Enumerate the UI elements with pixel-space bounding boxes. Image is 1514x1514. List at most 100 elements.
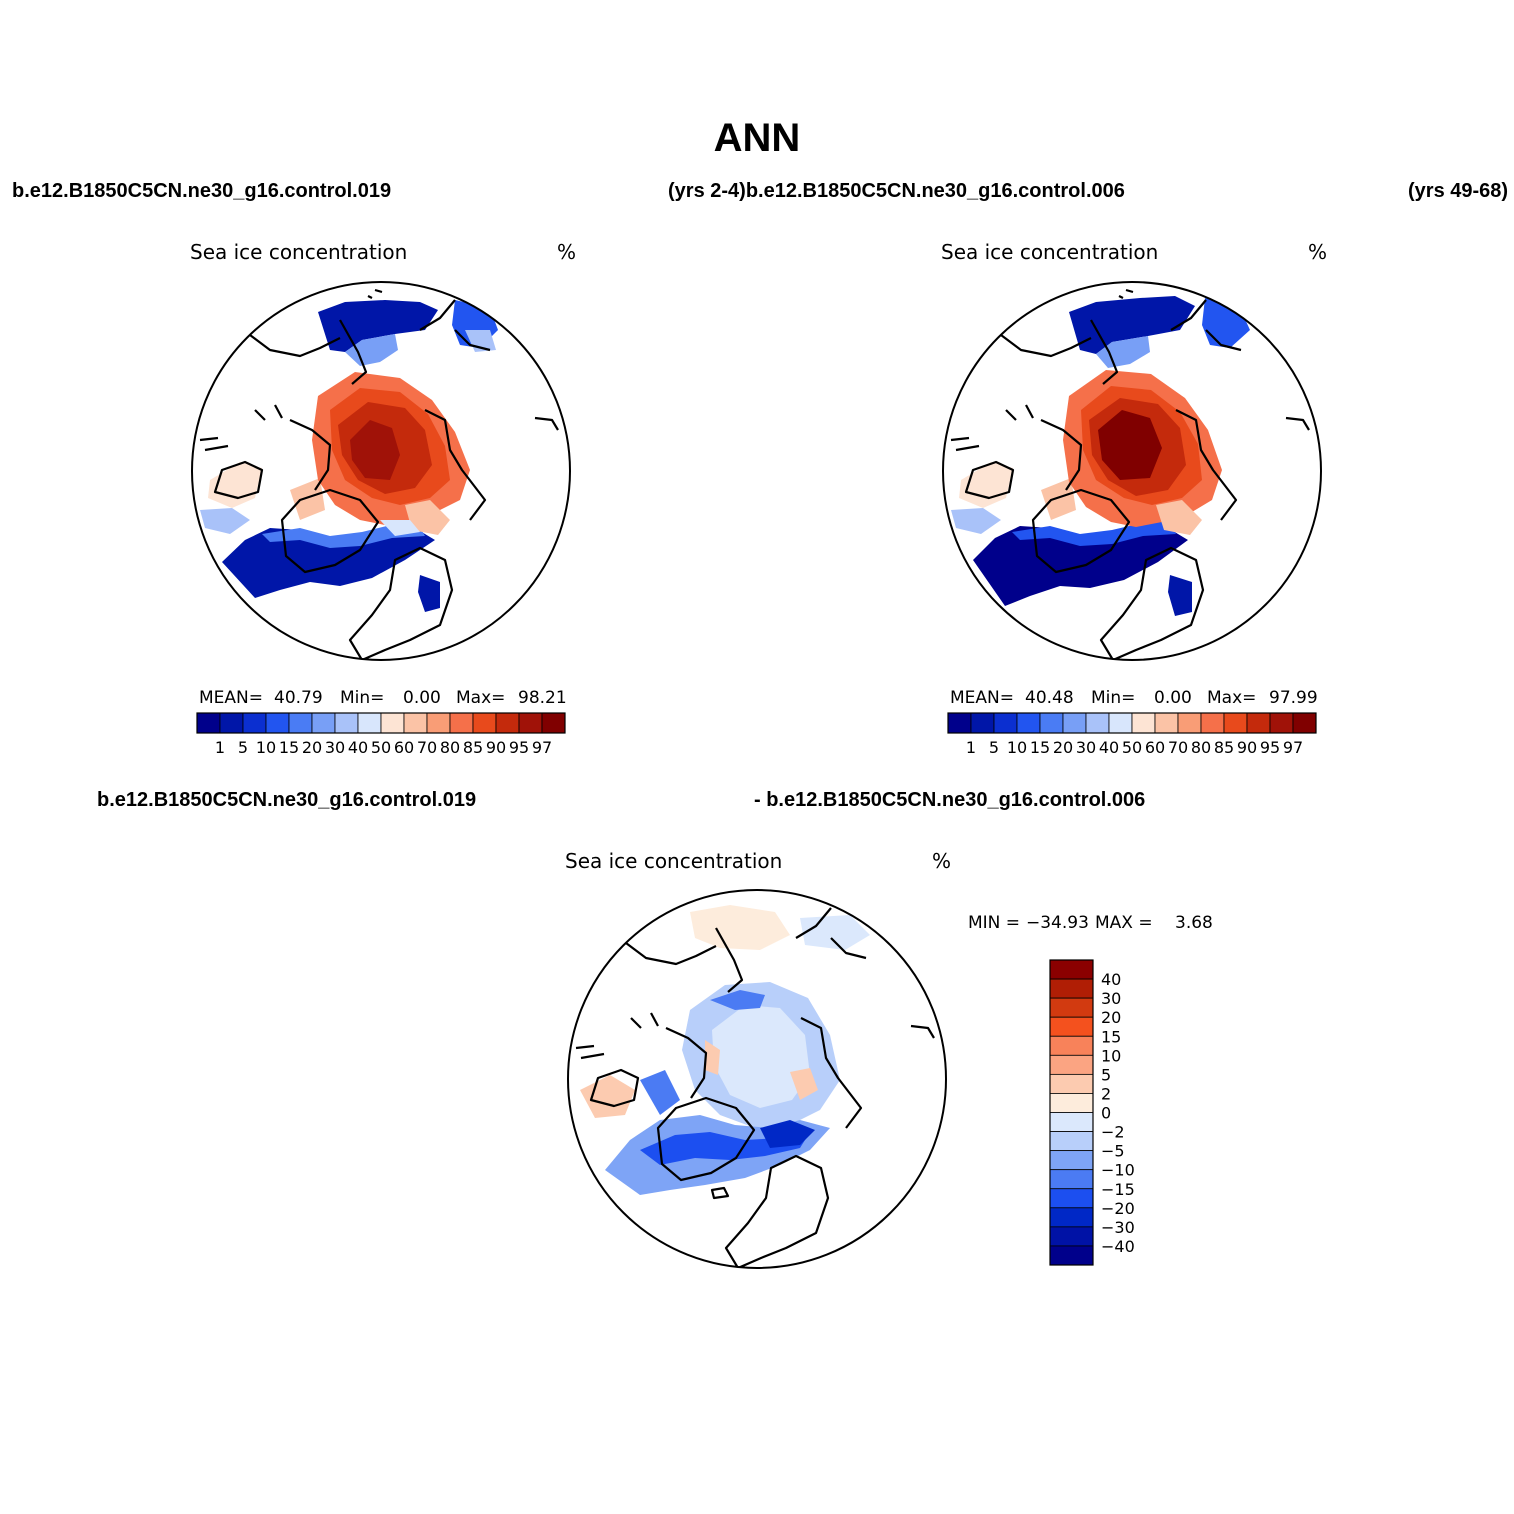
diff-colorbar-label: 40 [1101, 970, 1121, 989]
diff-colorbar-swatch [1049, 1169, 1094, 1190]
case2-colorbar-swatch [1292, 712, 1317, 734]
case1-units-label: % [557, 240, 576, 264]
case2-colorbar-swatch [1108, 712, 1133, 734]
case1-colorbar-swatch [242, 712, 267, 734]
case1-colorbar-label: 1 [215, 738, 225, 757]
diff-units-label: % [932, 849, 951, 873]
case1-colorbar-swatch [495, 712, 520, 734]
case1-colorbar-swatch [357, 712, 382, 734]
case1-colorbar: 1 5 10 15 20 30 40 50 60 70 80 85 90 95 97 [196, 712, 566, 757]
case2-variable-label: Sea ice concentration [941, 240, 1158, 264]
case1-polar-map [192, 282, 570, 660]
case2-colorbar-swatch [1131, 712, 1156, 734]
case2-min-label: Min= [1091, 688, 1135, 708]
case2-colorbar-swatch [1200, 712, 1225, 734]
case1-colorbar-swatch [311, 712, 336, 734]
case2-colorbar-label: 5 [989, 738, 999, 757]
case1-name: b.e12.B1850C5CN.ne30_g16.control.019 [12, 180, 391, 202]
case2-colorbar-label: 85 [1214, 738, 1234, 757]
diff-map-boundary [567, 889, 947, 1269]
case1-colorbar-swatch [334, 712, 359, 734]
case2-colorbar-label: 30 [1076, 738, 1096, 757]
case2-colorbar-label: 20 [1053, 738, 1073, 757]
case2-colorbar-label: 60 [1145, 738, 1165, 757]
case1-colorbar-swatch [449, 712, 474, 734]
diff-map-panel: Sea ice concentration % [565, 849, 1213, 1269]
case2-colorbar-swatch [1062, 712, 1087, 734]
diff-colorbar-swatch [1049, 959, 1094, 980]
diff-colorbar-label: −15 [1101, 1180, 1135, 1199]
diff-colorbar-swatch [1049, 997, 1094, 1018]
case2-colorbar-label: 90 [1237, 738, 1257, 757]
case2-polar-map [943, 282, 1321, 660]
case2-colorbar-swatch [1039, 712, 1064, 734]
case2-mean-label: MEAN= [950, 688, 1014, 708]
case2-min-value: 0.00 [1154, 688, 1192, 708]
case1-colorbar-frame [196, 712, 566, 734]
case1-colorbar-swatch [380, 712, 405, 734]
diff-colorbar-label: 5 [1101, 1065, 1111, 1084]
case2-mean-value: 40.48 [1025, 688, 1074, 708]
diff-max-value: 3.68 [1175, 913, 1213, 933]
case2-years: (yrs 49-68) [1408, 180, 1508, 202]
case2-colorbar-label: 50 [1122, 738, 1142, 757]
case2-units-label: % [1308, 240, 1327, 264]
diff-colorbar-swatch [1049, 1073, 1094, 1094]
case2-colorbar-swatch [947, 712, 972, 734]
case1-map-panel: Sea ice concentration % [190, 240, 576, 757]
diff-case1-name: b.e12.B1850C5CN.ne30_g16.control.019 [97, 789, 476, 811]
case2-max-value: 97.99 [1269, 688, 1318, 708]
diff-colorbar-swatch [1049, 1207, 1094, 1228]
diff-polar-map [568, 890, 946, 1268]
case1-colorbar-label: 90 [486, 738, 506, 757]
case1-colorbar-swatch [288, 712, 313, 734]
case2-colorbar-label: 40 [1099, 738, 1119, 757]
case2-colorbar-swatch [970, 712, 995, 734]
diff-colorbar-swatch [1049, 1245, 1094, 1266]
case2-colorbar-swatch [1016, 712, 1041, 734]
diff-min-value: −34.93 [1026, 913, 1089, 933]
figure-title: ANN [714, 116, 801, 160]
case1-colorbar-label: 60 [394, 738, 414, 757]
case2-colorbar-label: 95 [1260, 738, 1280, 757]
diff-colorbar-swatch [1049, 1226, 1094, 1247]
case1-colorbar-label: 20 [302, 738, 322, 757]
diff-colorbar-label: 30 [1101, 989, 1121, 1008]
case1-colorbar-label: 10 [256, 738, 276, 757]
diff-colorbar-label: −2 [1101, 1123, 1125, 1142]
case1-min-label: Min= [340, 688, 384, 708]
diff-colorbar-swatch [1049, 1093, 1094, 1113]
diff-colorbar-label: 20 [1101, 1008, 1121, 1027]
case1-colorbar-label: 85 [463, 738, 483, 757]
diff-variable-label: Sea ice concentration [565, 849, 782, 873]
case2-map-boundary [942, 281, 1322, 661]
case2-name: (yrs 2-4)b.e12.B1850C5CN.ne30_g16.contro… [668, 180, 1125, 202]
case2-colorbar-label: 1 [966, 738, 976, 757]
diff-case2-name: - b.e12.B1850C5CN.ne30_g16.control.006 [754, 789, 1145, 811]
svg-text:MEAN= 40.48 Min=: MEAN= 40.48 Min= 0.00 Max= 97.99 [950, 688, 1318, 708]
case1-colorbar-swatch [219, 712, 244, 734]
case2-colorbar-frame [947, 712, 1317, 734]
diff-colorbar-swatch [1049, 1016, 1094, 1037]
case1-max-label: Max= [456, 688, 505, 708]
case1-colorbar-label: 70 [417, 738, 437, 757]
diff-colorbar-label: −30 [1101, 1218, 1135, 1237]
case2-colorbar-label: 15 [1030, 738, 1050, 757]
diff-colorbar-swatch [1049, 1150, 1094, 1171]
case1-colorbar-swatch [426, 712, 451, 734]
case1-max-value: 98.21 [518, 688, 567, 708]
diff-colorbar-swatch [1049, 1112, 1094, 1132]
diff-colorbar-label: 0 [1101, 1104, 1111, 1123]
case1-colorbar-swatch [196, 712, 221, 734]
case1-colorbar-label: 80 [440, 738, 460, 757]
diff-max-label: MAX = [1095, 913, 1153, 933]
case1-mean-value: 40.79 [274, 688, 323, 708]
diff-colorbar-swatch [1049, 1188, 1094, 1209]
case1-colorbar-label: 50 [371, 738, 391, 757]
diff-colorbar-swatch [1049, 978, 1094, 999]
case1-colorbar-label: 97 [532, 738, 552, 757]
case1-map-boundary [191, 281, 571, 661]
diff-colorbar-label: −5 [1101, 1142, 1125, 1161]
